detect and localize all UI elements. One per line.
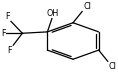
Text: F: F [1,29,5,38]
Text: F: F [8,46,12,55]
Text: OH: OH [47,9,59,18]
Text: F: F [5,12,10,21]
Text: Cl: Cl [109,62,117,71]
Text: Cl: Cl [83,2,91,11]
